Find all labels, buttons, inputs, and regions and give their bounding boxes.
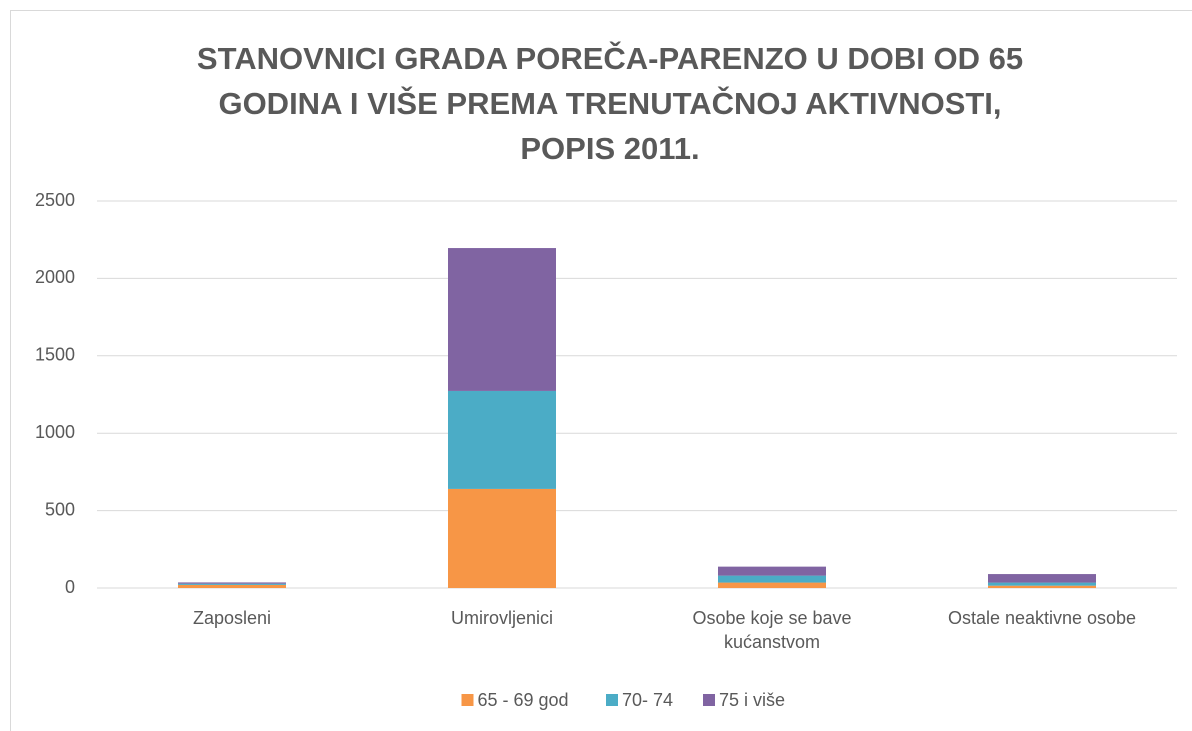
- x-tick-label: Umirovljenici: [450, 608, 553, 628]
- bar-segment: [178, 582, 286, 584]
- bar-segment: [448, 248, 556, 391]
- legend-label: 75 i više: [719, 690, 785, 710]
- bar-segment: [718, 582, 826, 588]
- x-tick-label: Ostale neaktivne osobe: [947, 608, 1137, 628]
- bar-segment: [448, 488, 556, 588]
- bar-segment: [718, 575, 826, 583]
- legend-swatch: [606, 694, 618, 706]
- x-tick-label: Zaposleni: [192, 608, 272, 628]
- bar-segment: [448, 390, 556, 489]
- x-tick-label: Osobe koje se bave kućanstvom: [692, 608, 852, 652]
- bar-segment: [988, 574, 1096, 583]
- legend-swatch: [703, 694, 715, 706]
- chart-border: [10, 10, 1192, 731]
- y-tick-label: 0: [65, 577, 75, 597]
- y-tick-label: 2500: [35, 190, 75, 210]
- bar-segment: [178, 583, 286, 585]
- y-tick-label: 1000: [35, 422, 75, 442]
- legend-label: 65 - 69 god: [478, 690, 569, 710]
- legend-swatch: [461, 694, 474, 706]
- bar-segment: [178, 584, 286, 588]
- chart-title: STANOVNICI GRADA POREČA-PARENZO U DOBI O…: [196, 41, 1024, 166]
- bar-segment: [988, 585, 1096, 588]
- legend-label: 70- 74: [622, 690, 673, 710]
- y-tick-label: 1500: [35, 345, 75, 365]
- y-tick-label: 2000: [35, 267, 75, 287]
- bar-segment: [988, 582, 1096, 586]
- bar-segment: [718, 566, 826, 576]
- y-tick-label: 500: [45, 499, 75, 519]
